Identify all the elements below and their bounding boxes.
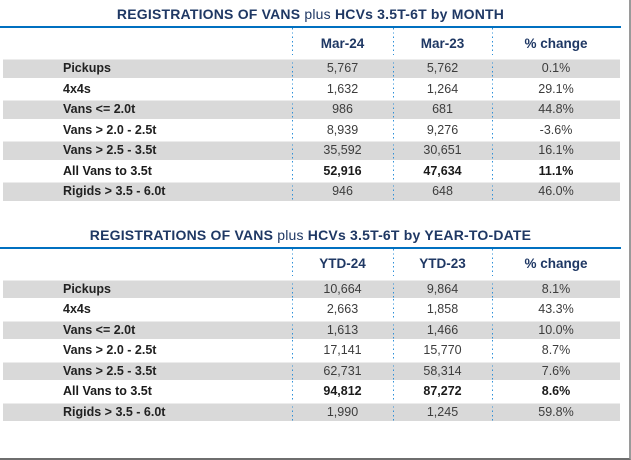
row-value-previous: 1,264 (393, 78, 492, 99)
ytd-table-title: REGISTRATIONS OF VANS plus HCVs 3.5T-6T … (0, 202, 621, 247)
row-label: All Vans to 3.5t (63, 163, 152, 178)
table-row: Pickups 5,767 5,762 0.1% (3, 58, 620, 79)
month-table-header-row: Mar-24 Mar-23 % change (3, 28, 620, 58)
title-lead: REGISTRATIONS OF VANS (89, 226, 274, 243)
table-row: Vans <= 2.0t 1,613 1,466 10.0% (3, 319, 620, 340)
row-value-change: 43.3% (492, 299, 620, 320)
row-value-change: 10.0% (492, 319, 620, 340)
table-row: Vans > 2.0 - 2.5t 17,141 15,770 8.7% (3, 340, 620, 361)
row-value-current: 1,632 (292, 78, 393, 99)
row-label: Vans <= 2.0t (3, 99, 292, 120)
row-value-current: 52,916 (292, 160, 393, 181)
row-value-previous: 648 (393, 181, 492, 202)
row-label: Vans <= 2.0t (3, 319, 292, 340)
row-label: Vans > 2.0 - 2.5t (63, 122, 157, 137)
row-value-current: 986 (292, 99, 393, 120)
row-value-current: 8,939 (292, 119, 393, 140)
row-label: Rigids > 3.5 - 6.0t (3, 181, 292, 202)
header-empty-cell (3, 249, 292, 279)
row-label: Pickups (3, 58, 292, 79)
row-value-current: 62,731 (292, 360, 393, 381)
row-value-current: 5,767 (292, 58, 393, 79)
row-label: All Vans to 3.5t (63, 384, 152, 399)
row-label: Vans > 2.0 - 2.5t (63, 343, 157, 358)
row-value-previous: 47,634 (393, 160, 492, 181)
month-table-section: REGISTRATIONS OF VANS plus HCVs 3.5T-6T … (0, 0, 629, 202)
row-value-previous: 30,651 (393, 140, 492, 161)
row-value-change: 7.6% (492, 360, 620, 381)
row-value-current: 35,592 (292, 140, 393, 161)
row-value-current: 1,613 (292, 319, 393, 340)
ytd-table-header-row: YTD-24 YTD-23 % change (3, 248, 620, 279)
row-label: Rigids > 3.5 - 6.0t (3, 401, 292, 422)
row-value-previous: 9,864 (393, 278, 492, 299)
table-row: Rigids > 3.5 - 6.0t 946 648 46.0% (3, 181, 620, 202)
table-row: Vans > 2.5 - 3.5t 62,731 58,314 7.6% (3, 360, 620, 381)
row-label: 4x4s (63, 81, 91, 96)
header-col-change: % change (492, 28, 620, 58)
row-value-change: 8.1% (492, 278, 620, 299)
row-value-current: 94,812 (292, 381, 393, 402)
row-value-current: 2,663 (292, 299, 393, 320)
table-row: Rigids > 3.5 - 6.0t 1,990 1,245 59.8% (3, 401, 620, 422)
row-label: Pickups (3, 278, 292, 299)
row-value-previous: 5,762 (393, 58, 492, 79)
row-value-change: 59.8% (492, 401, 620, 422)
row-value-current: 17,141 (292, 340, 393, 361)
row-value-current: 946 (292, 181, 393, 202)
row-label: Vans > 2.5 - 3.5t (3, 360, 292, 381)
header-empty-cell (3, 28, 292, 58)
ytd-table-section: REGISTRATIONS OF VANS plus HCVs 3.5T-6T … (0, 202, 629, 422)
row-label: 4x4s (63, 302, 91, 317)
header-col-previous: Mar-23 (393, 28, 492, 58)
title-lead: REGISTRATIONS OF VANS (116, 6, 301, 22)
row-value-change: 8.7% (492, 340, 620, 361)
row-value-previous: 9,276 (393, 119, 492, 140)
row-value-change: 29.1% (492, 78, 620, 99)
title-tail: HCVs 3.5T-6T by YEAR-TO-DATE (307, 226, 532, 243)
month-table-title: REGISTRATIONS OF VANS plus HCVs 3.5T-6T … (0, 0, 621, 26)
row-value-change: 11.1% (492, 160, 620, 181)
table-row: Pickups 10,664 9,864 8.1% (3, 278, 620, 299)
table-row: Vans <= 2.0t 986 681 44.8% (3, 99, 620, 120)
row-value-previous: 58,314 (393, 360, 492, 381)
table-row-total: All Vans to 3.5t 94,812 87,272 8.6% (3, 381, 620, 402)
title-tail: HCVs 3.5T-6T by MONTH (334, 6, 505, 22)
table-row: 4x4s 1,632 1,264 29.1% (3, 78, 620, 99)
row-value-change: 8.6% (492, 381, 620, 402)
table-row-total: All Vans to 3.5t 52,916 47,634 11.1% (3, 160, 620, 181)
row-value-previous: 15,770 (393, 340, 492, 361)
title-underline (0, 246, 621, 249)
row-label: Vans > 2.5 - 3.5t (3, 140, 292, 161)
header-col-previous: YTD-23 (393, 248, 492, 279)
row-value-previous: 1,245 (393, 401, 492, 422)
header-col-current: Mar-24 (292, 28, 393, 58)
table-row: Vans > 2.0 - 2.5t 8,939 9,276 -3.6% (3, 119, 620, 140)
row-value-current: 1,990 (292, 401, 393, 422)
row-value-change: 0.1% (492, 58, 620, 79)
row-value-previous: 1,858 (393, 299, 492, 320)
row-value-change: -3.6% (492, 119, 620, 140)
row-value-current: 10,664 (292, 278, 393, 299)
title-mid: plus (304, 6, 331, 22)
row-value-change: 16.1% (492, 140, 620, 161)
row-value-change: 46.0% (492, 181, 620, 202)
table-row: Vans > 2.5 - 3.5t 35,592 30,651 16.1% (3, 140, 620, 161)
table-row: 4x4s 2,663 1,858 43.3% (3, 299, 620, 320)
title-mid: plus (277, 226, 304, 243)
row-value-previous: 87,272 (393, 381, 492, 402)
title-underline (0, 26, 621, 28)
header-col-current: YTD-24 (292, 248, 393, 279)
row-value-previous: 681 (393, 99, 492, 120)
row-value-previous: 1,466 (393, 319, 492, 340)
row-value-change: 44.8% (492, 99, 620, 120)
header-col-change: % change (492, 248, 620, 279)
